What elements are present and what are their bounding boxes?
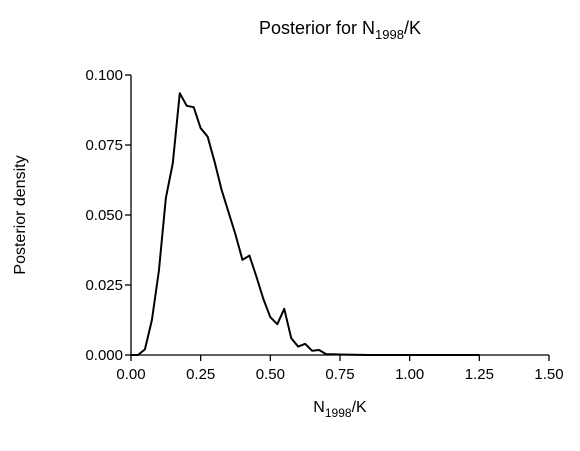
y-tick-label: 0.025	[85, 277, 123, 294]
x-label-subscript: 1998	[325, 406, 352, 420]
y-axis-label: Posterior density	[12, 155, 29, 274]
y-tick-label: 0.050	[85, 207, 123, 224]
x-tick-label: 0.75	[325, 366, 354, 383]
x-tick-label: 1.00	[395, 366, 424, 383]
x-tick-label: 1.50	[534, 366, 563, 383]
x-axis-label: N1998/K	[313, 399, 367, 420]
title-text: /K	[404, 18, 421, 38]
y-tick-label: 0.000	[85, 347, 123, 364]
title-text: Posterior for N	[259, 18, 375, 38]
title-subscript: 1998	[375, 27, 404, 42]
x-tick-label: 0.50	[256, 366, 285, 383]
x-label-text: N	[313, 399, 325, 416]
x-tick-label: 0.00	[116, 366, 145, 383]
data-line	[131, 92, 480, 356]
x-label-text: /K	[352, 399, 367, 416]
y-tick-label: 0.100	[85, 67, 123, 84]
y-tick-label: 0.075	[85, 137, 123, 154]
x-tick-label: 1.25	[465, 366, 494, 383]
x-tick-label: 0.25	[186, 366, 215, 383]
chart-title: Posterior for N1998/K	[259, 18, 421, 42]
